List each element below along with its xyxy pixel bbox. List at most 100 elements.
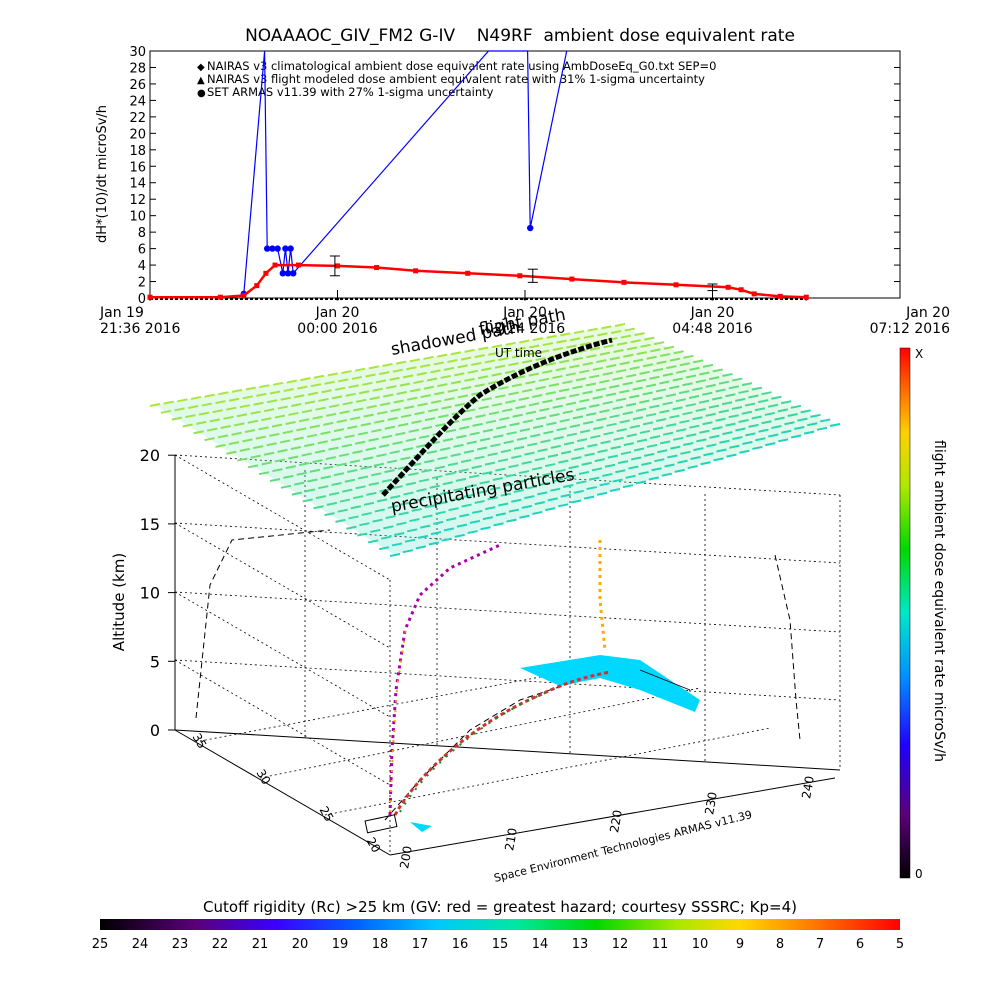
precipitation-dash — [325, 412, 337, 417]
bottom-colorbar-tick-label: 13 — [572, 937, 589, 952]
data-point-armas — [279, 270, 287, 277]
precipitation-dash — [596, 359, 607, 364]
precipitation-dash — [317, 440, 328, 445]
precipitation-dash — [484, 461, 496, 466]
precipitation-dash — [652, 368, 664, 373]
precipitation-dash — [645, 412, 657, 417]
precipitation-dash — [516, 479, 527, 484]
precipitation-dash — [298, 462, 310, 467]
precipitation-dash — [283, 388, 294, 393]
precipitation-dash — [652, 426, 664, 431]
precipitation-dash — [719, 439, 730, 444]
data-point-nairas-clim — [803, 294, 809, 300]
precipitation-dash — [407, 528, 418, 533]
y-tick-label: 18 — [129, 144, 146, 159]
precipitation-dash — [291, 491, 303, 496]
precipitation-dash — [341, 370, 352, 375]
precipitation-dash — [594, 458, 605, 463]
precipitation-dash — [477, 375, 489, 380]
precipitation-dash — [474, 354, 485, 359]
precipitation-dash — [389, 553, 401, 557]
precipitation-dash — [453, 443, 464, 448]
precipitation-dash — [550, 444, 561, 449]
precipitation-dash — [363, 501, 375, 506]
precipitation-dash — [447, 462, 459, 467]
precipitation-dash — [478, 346, 489, 351]
precipitation-dash — [609, 384, 620, 389]
x-tick-label: Jan 20 — [905, 305, 950, 321]
precipitation-dash — [341, 443, 353, 448]
precipitation-dash — [373, 462, 385, 467]
precipitation-dash — [472, 422, 483, 427]
precipitation-dash — [357, 475, 369, 480]
precipitation-dash — [290, 446, 302, 450]
x-tick-label: Jan 20 — [690, 305, 735, 321]
precipitation-dash — [314, 449, 326, 454]
precipitation-dash — [430, 369, 441, 374]
x-tick-label: 02:24 2016 — [485, 321, 566, 337]
precipitation-dash — [503, 483, 514, 488]
precipitation-dash — [709, 434, 720, 439]
precipitation-dash — [777, 408, 789, 413]
precipitation-dash — [575, 406, 587, 411]
bottom-colorbar-tick-label: 8 — [776, 937, 784, 952]
precipitation-dash — [376, 453, 387, 458]
precipitation-dash — [629, 394, 640, 399]
legend-entry: NAIRAS v3 flight modeled dose ambient eq… — [207, 72, 705, 86]
precipitation-dash — [563, 484, 574, 488]
data-point-nairas-clim — [738, 287, 744, 293]
precipitation-dash — [676, 428, 687, 433]
precipitation-dash — [702, 391, 713, 396]
precipitation-dash — [794, 425, 805, 430]
precipitation-dash — [277, 448, 288, 453]
precipitation-dash — [378, 444, 390, 448]
precipitation-dash — [502, 408, 513, 413]
precipitation-dash — [370, 528, 381, 533]
precipitation-dash — [231, 431, 242, 436]
precipitation-dash — [363, 413, 374, 418]
y-tick-label: 2 — [138, 276, 146, 291]
precipitation-dash — [384, 425, 395, 430]
precipitation-dash — [426, 377, 438, 382]
precipitation-dash — [481, 367, 492, 372]
precipitation-dash — [279, 439, 291, 444]
precipitation-dash — [628, 465, 639, 470]
precipitation-dash — [683, 354, 694, 359]
precipitation-dash — [220, 425, 231, 430]
precipitation-dash — [440, 491, 451, 495]
x-tick-label: 21:36 2016 — [100, 321, 181, 337]
precipitation-dash — [829, 423, 841, 427]
precipitation-dash — [645, 383, 657, 388]
precipitation-dash — [354, 367, 366, 372]
precipitation-dash — [464, 377, 475, 382]
precipitation-dash — [443, 366, 455, 371]
precipitation-dash — [414, 411, 425, 416]
precipitation-dash — [599, 351, 611, 356]
precipitation-dash — [418, 478, 430, 483]
y-tick-label: 10 — [129, 210, 146, 225]
precipitation-dash — [595, 387, 607, 392]
precipitation-dash — [374, 419, 385, 424]
precipitation-dash — [376, 410, 388, 415]
precipitation-dash — [655, 388, 667, 393]
bottom-colorbar-tick-label: 7 — [816, 937, 824, 952]
precipitation-dash — [807, 422, 818, 427]
precipitation-dash — [349, 459, 361, 464]
precipitation-dash — [659, 409, 670, 414]
precipitation-dash — [396, 390, 407, 395]
precipitation-dash — [324, 512, 335, 517]
precipitation-dash — [362, 456, 374, 461]
precipitation-dash — [537, 448, 548, 453]
y-tick-label: 12 — [129, 193, 146, 208]
precipitation-dash — [584, 452, 595, 457]
precipitation-dash — [666, 365, 677, 370]
precipitation-dash — [185, 414, 196, 419]
precipitation-dash — [616, 341, 628, 346]
precipitation-dash — [285, 465, 296, 470]
precipitation-dash — [413, 380, 424, 385]
precipitation-dash — [250, 454, 261, 459]
bottom-colorbar-tick-label: 15 — [492, 937, 509, 952]
precipitation-dash — [239, 447, 251, 452]
precipitation-dash — [372, 387, 383, 392]
